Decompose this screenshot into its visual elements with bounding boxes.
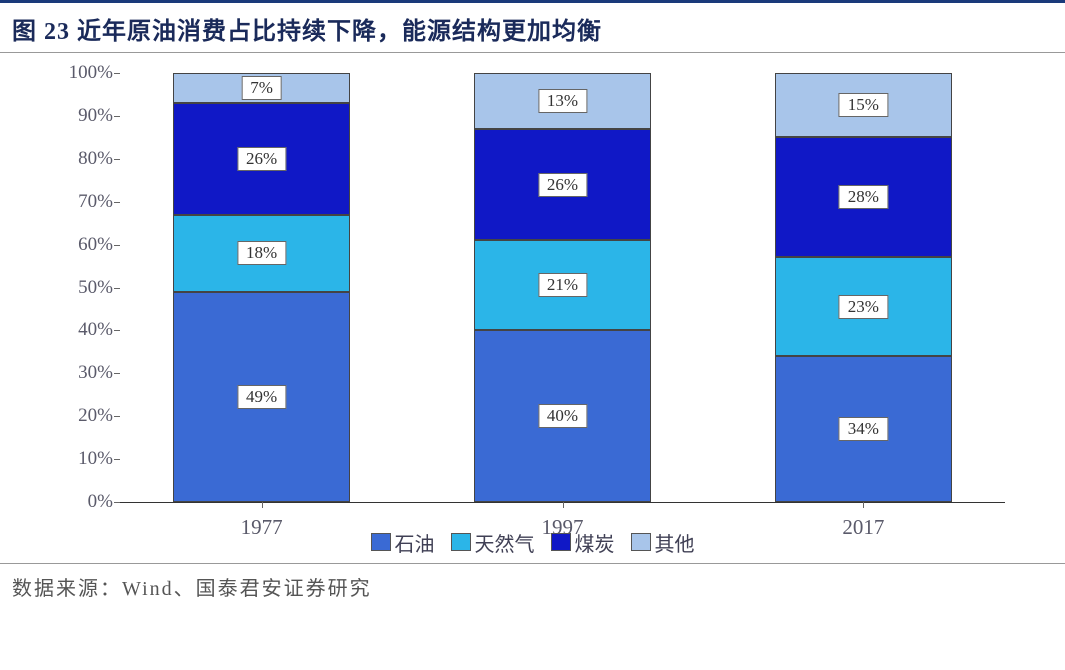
- segment-value-label: 7%: [241, 76, 282, 100]
- bar-group: 34% 23% 28% 15%: [775, 73, 952, 502]
- title-bar: 图 23 近年原油消费占比持续下降，能源结构更加均衡: [0, 0, 1065, 53]
- legend-item: 其他: [631, 528, 695, 557]
- segment-value-label: 26%: [538, 173, 587, 197]
- bar-group: 40% 21% 26% 13%: [474, 73, 651, 502]
- segment-value-label: 15%: [839, 93, 888, 117]
- y-tick-label: 20%: [48, 405, 113, 427]
- y-tick-label: 100%: [48, 62, 113, 84]
- y-tick-mark: [114, 288, 120, 289]
- legend-label: 天然气: [475, 528, 535, 557]
- x-tick-mark: [863, 502, 864, 508]
- legend-item: 煤炭: [551, 528, 615, 557]
- segment-value-label: 49%: [237, 385, 286, 409]
- y-tick-label: 80%: [48, 148, 113, 170]
- y-tick-label: 70%: [48, 191, 113, 213]
- legend-item: 天然气: [451, 528, 535, 557]
- legend-swatch: [551, 533, 571, 551]
- y-tick-mark: [114, 159, 120, 160]
- y-tick-label: 50%: [48, 277, 113, 299]
- segment-value-label: 28%: [839, 185, 888, 209]
- y-tick-label: 90%: [48, 105, 113, 127]
- y-tick-mark: [114, 416, 120, 417]
- legend: 石油 天然气 煤炭 其他: [40, 528, 1025, 558]
- segment-value-label: 18%: [237, 241, 286, 265]
- segment-value-label: 23%: [839, 295, 888, 319]
- chart-area: 0% 10% 20% 30% 40% 50% 60% 70% 80% 90% 100% 49% 18% 2…: [40, 63, 1025, 563]
- y-tick-mark: [114, 459, 120, 460]
- legend-item: 石油: [371, 528, 435, 557]
- y-tick-label: 0%: [48, 491, 113, 513]
- source-line: 数据来源：Wind、国泰君安证券研究: [0, 563, 1065, 609]
- figure-container: 图 23 近年原油消费占比持续下降，能源结构更加均衡 0% 10% 20% 30% 40…: [0, 0, 1065, 670]
- bar-group: 49% 18% 26% 7%: [173, 73, 350, 502]
- y-tick-mark: [114, 73, 120, 74]
- legend-swatch: [371, 533, 391, 551]
- segment-value-label: 26%: [237, 147, 286, 171]
- x-tick-mark: [262, 502, 263, 508]
- y-tick-mark: [114, 202, 120, 203]
- plot-region: 0%10%20%30%40%50%60%70%80%90%100%49%18%2…: [120, 73, 1005, 503]
- segment-value-label: 34%: [839, 417, 888, 441]
- legend-swatch: [451, 533, 471, 551]
- figure-title: 图 23 近年原油消费占比持续下降，能源结构更加均衡: [12, 19, 602, 45]
- legend-label: 石油: [395, 528, 435, 557]
- y-tick-label: 60%: [48, 234, 113, 256]
- y-tick-label: 40%: [48, 319, 113, 341]
- y-tick-mark: [114, 502, 120, 503]
- legend-label: 其他: [655, 528, 695, 557]
- legend-swatch: [631, 533, 651, 551]
- segment-value-label: 13%: [538, 89, 587, 113]
- y-tick-mark: [114, 116, 120, 117]
- segment-value-label: 40%: [538, 404, 587, 428]
- segment-value-label: 21%: [538, 273, 587, 297]
- y-tick-label: 30%: [48, 362, 113, 384]
- legend-label: 煤炭: [575, 528, 615, 557]
- y-tick-mark: [114, 245, 120, 246]
- y-tick-mark: [114, 373, 120, 374]
- y-tick-mark: [114, 330, 120, 331]
- y-tick-label: 10%: [48, 448, 113, 470]
- x-tick-mark: [563, 502, 564, 508]
